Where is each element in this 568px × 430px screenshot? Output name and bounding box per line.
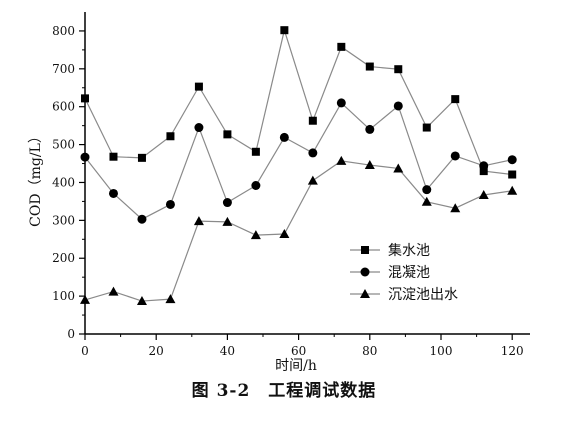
y-tick-label: 500 [52,138,75,152]
data-point [478,189,489,199]
data-point [308,148,318,158]
data-point [422,123,431,132]
data-point [479,161,489,171]
data-point [223,130,232,139]
data-point [336,98,346,108]
legend-label: 集水池 [388,242,430,259]
y-tick-label: 100 [52,289,75,303]
legend-item: 沉淀池出水 [350,287,458,303]
data-point [222,216,233,226]
y-tick-label: 200 [52,251,75,265]
data-point [336,155,347,165]
x-tick-label: 100 [430,344,453,358]
data-point [393,101,403,111]
figure-caption: 图 3-2 工程调试数据 [191,381,377,401]
legend-label: 混凝池 [388,265,430,281]
data-point [136,296,147,306]
y-tick-label: 300 [52,213,75,227]
axes: 0 100 200 300 400 500 600 700 800 0 20 40 60 80 100 120 [52,12,530,358]
data-point [250,230,261,240]
data-point [80,152,90,162]
y-tick-label: 600 [52,100,75,114]
data-point [394,65,403,74]
data-point [251,147,260,156]
data-point [421,196,432,206]
data-point [137,214,147,224]
data-point [307,175,318,185]
y-tick-label: 800 [52,24,75,38]
data-point [365,62,374,71]
data-point [166,132,175,141]
y-axis-label: COD（mg/L） [28,129,44,227]
series-3 [80,155,518,306]
data-point [194,82,203,91]
data-point [508,170,517,179]
data-point [80,294,90,304]
x-tick-label: 40 [220,344,235,358]
data-point [108,188,118,198]
data-point [108,286,119,296]
data-point [280,26,289,35]
data-point [507,155,517,165]
data-point [137,153,146,162]
data-point [193,216,204,226]
data-point [422,185,432,195]
series-line [84,101,513,220]
series-2 [80,98,517,224]
data-point [165,294,176,304]
series-layer [80,26,518,306]
x-tick-label: 0 [81,344,89,358]
x-axis-label: 时间/h [275,358,317,374]
legend-marker [360,289,370,298]
data-point [450,151,460,161]
data-point [308,116,317,125]
data-point [194,123,204,133]
data-point [479,167,488,176]
data-point [450,203,461,213]
data-point [365,124,375,134]
data-point [165,199,175,209]
series-1 [81,26,517,179]
legend-item: 混凝池 [350,265,430,281]
legend-marker [361,246,369,254]
data-point [109,152,118,161]
legend-item: 集水池 [350,242,430,259]
x-tick-label: 20 [149,344,164,358]
x-tick-label: 60 [291,344,306,358]
data-point [222,198,232,208]
legend-label: 沉淀池出水 [388,287,458,303]
data-point [393,163,404,173]
data-point [451,95,460,104]
data-point [279,132,289,142]
series-line [84,27,513,176]
legend-marker [360,267,370,277]
y-tick-label: 700 [52,62,75,76]
data-point [279,228,290,238]
y-tick-label: 0 [67,327,75,341]
x-tick-label: 120 [501,344,524,358]
y-tick-label: 400 [52,175,75,189]
data-point [364,160,375,170]
data-point [81,94,89,103]
data-point [337,42,346,51]
series-line [84,160,513,302]
data-point [251,181,261,191]
data-point [507,185,518,195]
x-tick-label: 80 [362,344,377,358]
